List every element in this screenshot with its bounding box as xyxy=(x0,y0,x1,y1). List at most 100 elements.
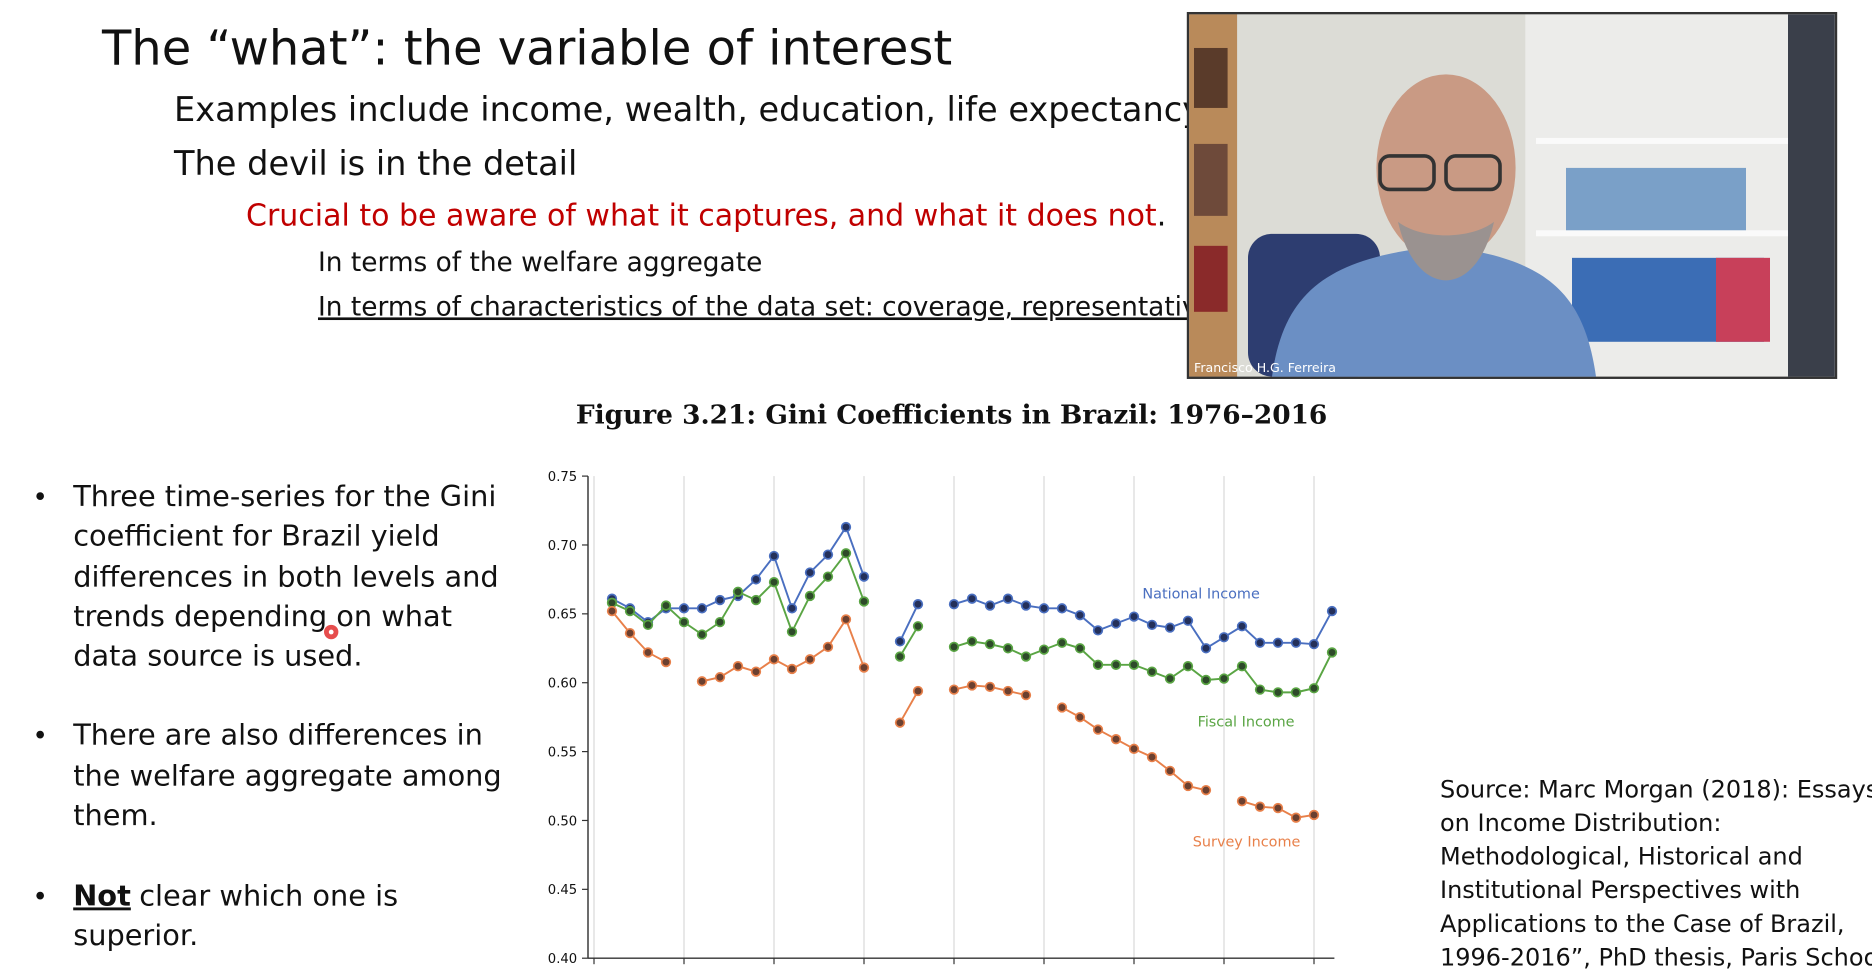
data-point xyxy=(1236,796,1248,807)
series-label: National Income xyxy=(1142,586,1260,602)
data-point xyxy=(1074,711,1086,723)
glasses xyxy=(1378,154,1436,192)
bullets: • Three time-series for the Gini coeffic… xyxy=(32,479,501,952)
data-point xyxy=(732,586,744,597)
emphasis-text: Crucial to be aware of what it captures,… xyxy=(246,198,1157,233)
data-point xyxy=(948,684,960,695)
source-line: Applications to the Case of Brazil, xyxy=(1440,910,1845,938)
books xyxy=(1566,167,1746,231)
bullet-lead: Not xyxy=(73,878,131,912)
bullet-line: them. xyxy=(73,798,157,832)
source-line: Methodological, Historical and xyxy=(1440,843,1803,871)
data-point xyxy=(1326,605,1338,617)
data-point xyxy=(642,647,654,658)
data-point xyxy=(858,596,870,607)
data-point xyxy=(894,636,906,647)
data-point xyxy=(1164,622,1176,633)
data-point xyxy=(1236,661,1248,672)
data-point xyxy=(948,641,960,653)
data-point xyxy=(1020,600,1032,611)
person-shirt xyxy=(1272,245,1596,377)
data-point xyxy=(1182,780,1194,792)
bullet-line: differences in both levels and xyxy=(73,559,498,593)
data-point xyxy=(1020,689,1032,701)
data-point xyxy=(732,661,744,672)
point: Examples include income, wealth, educati… xyxy=(174,90,1233,129)
data-point xyxy=(642,619,654,631)
data-point xyxy=(1272,637,1284,648)
data-point xyxy=(1290,687,1302,698)
data-point xyxy=(1182,661,1194,672)
emphasis: Crucial to be aware of what it captures,… xyxy=(246,198,1166,233)
y-tick-label: 0.60 xyxy=(548,677,577,692)
data-point xyxy=(1308,638,1320,650)
data-point xyxy=(858,662,870,673)
data-point xyxy=(840,614,852,625)
data-point xyxy=(912,599,924,610)
shelf xyxy=(1536,137,1788,144)
data-point xyxy=(1308,683,1320,694)
data-point xyxy=(714,672,726,683)
data-point xyxy=(1182,615,1194,626)
data-point xyxy=(984,681,996,693)
data-point xyxy=(750,574,762,585)
data-point xyxy=(1236,621,1248,632)
data-point xyxy=(768,550,780,562)
bullet-line: superior. xyxy=(73,918,198,952)
data-point xyxy=(624,605,636,617)
data-point xyxy=(1254,801,1266,812)
data-point xyxy=(1290,637,1302,648)
bullet-line: Not clear which one is xyxy=(73,878,398,912)
data-point xyxy=(1038,644,1050,655)
chart-title: Figure 3.21: Gini Coefficients in Brazil… xyxy=(576,399,1327,430)
data-point xyxy=(1128,743,1140,754)
data-point xyxy=(768,577,780,588)
bullet-line: data source is used. xyxy=(73,639,362,673)
data-point xyxy=(822,571,834,582)
source-line: on Income Distribution: xyxy=(1440,809,1721,837)
data-point xyxy=(624,627,636,639)
books xyxy=(1194,143,1228,216)
data-point xyxy=(678,603,690,614)
y-tick-label: 0.70 xyxy=(548,539,577,554)
data-point xyxy=(1146,619,1158,631)
data-point xyxy=(1110,618,1122,629)
data-point xyxy=(678,616,690,628)
source-line: Source: Marc Morgan (2018): Essays xyxy=(1440,776,1872,804)
data-point xyxy=(750,594,762,606)
data-point xyxy=(1254,684,1266,695)
data-point xyxy=(894,651,906,662)
bullet-dot: • xyxy=(32,722,48,752)
y-tick-label: 0.65 xyxy=(548,608,577,623)
data-point xyxy=(660,600,672,611)
data-point xyxy=(858,571,870,582)
books xyxy=(1194,47,1228,108)
series-label: Fiscal Income xyxy=(1198,715,1295,731)
data-point xyxy=(1164,673,1176,684)
data-point xyxy=(984,600,996,611)
data-point xyxy=(822,641,834,653)
data-point xyxy=(1002,685,1014,697)
data-point xyxy=(804,590,816,602)
data-point xyxy=(1272,802,1284,814)
data-point xyxy=(804,567,816,578)
data-point xyxy=(786,626,798,637)
data-point xyxy=(1074,610,1086,621)
glasses xyxy=(1444,154,1502,192)
books xyxy=(1716,257,1770,342)
data-point xyxy=(1074,643,1086,654)
data-point xyxy=(606,605,618,617)
data-point xyxy=(966,680,978,691)
data-point xyxy=(1056,637,1068,648)
data-point xyxy=(1002,643,1014,654)
data-point xyxy=(768,654,780,665)
data-point xyxy=(948,599,960,610)
video-feed: Francisco H.G. Ferreira xyxy=(1186,11,1838,379)
books xyxy=(1194,245,1228,312)
data-point xyxy=(1164,765,1176,777)
data-point xyxy=(1020,651,1032,662)
bullet-line: the welfare aggregate among xyxy=(73,759,502,793)
y-tick-label: 0.55 xyxy=(548,745,577,760)
